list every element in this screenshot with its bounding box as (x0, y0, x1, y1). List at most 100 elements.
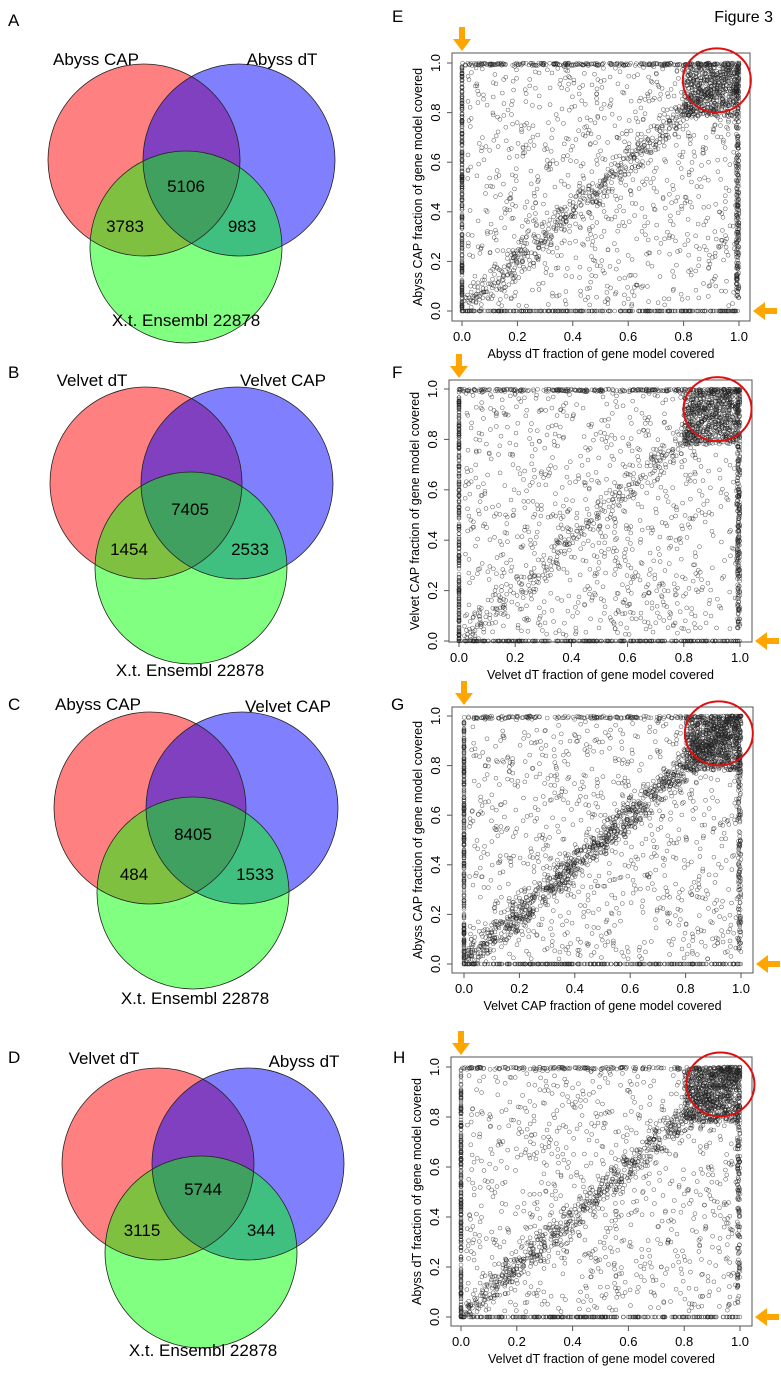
data-point (595, 77, 601, 82)
data-point (496, 301, 501, 306)
data-point (501, 77, 506, 82)
x-tick-label: 0.4 (562, 650, 580, 665)
data-point (734, 186, 740, 192)
data-point (552, 210, 558, 215)
data-point (459, 98, 465, 103)
data-point (683, 101, 688, 107)
data-point (552, 543, 557, 549)
data-point (559, 226, 564, 232)
data-point (723, 86, 728, 92)
data-point (702, 175, 707, 180)
data-point (701, 281, 706, 286)
data-point (603, 184, 608, 190)
panel-label: A (8, 11, 20, 30)
data-point (723, 193, 728, 198)
data-point (722, 157, 728, 162)
data-point (459, 244, 465, 250)
data-point (735, 239, 741, 244)
data-point (692, 154, 697, 159)
data-point (493, 228, 498, 233)
data-point (508, 258, 514, 264)
data-point (459, 260, 465, 265)
data-point (614, 208, 619, 214)
data-point (678, 308, 684, 314)
data-point (459, 203, 465, 209)
data-point (459, 187, 465, 193)
data-point (605, 140, 610, 145)
data-point (580, 62, 585, 68)
data-point (553, 112, 559, 117)
data-point (525, 219, 531, 225)
data-point (459, 157, 465, 163)
data-point (503, 308, 508, 314)
data-point (481, 96, 486, 102)
data-point (609, 180, 614, 185)
data-point (472, 273, 478, 279)
data-point (543, 142, 548, 147)
data-point (655, 300, 661, 305)
data-point (531, 232, 537, 237)
data-point (710, 98, 716, 103)
data-point (733, 97, 739, 102)
data-point (622, 172, 628, 178)
data-point (687, 308, 693, 314)
data-point (459, 279, 465, 285)
data-point (514, 154, 520, 159)
data-point (635, 72, 640, 77)
data-point (459, 237, 465, 243)
data-point (565, 172, 571, 178)
data-point (605, 247, 611, 252)
y-tick-label: 0.0 (428, 302, 443, 320)
data-point (487, 175, 492, 181)
data-point (524, 303, 529, 309)
data-point (727, 162, 733, 167)
data-point (548, 240, 554, 245)
data-point (592, 120, 598, 126)
data-point (633, 63, 638, 68)
data-point (477, 251, 483, 256)
data-point (720, 228, 725, 233)
data-point (472, 308, 477, 314)
data-point (459, 179, 465, 185)
data-point (673, 198, 679, 204)
data-point (618, 308, 623, 314)
data-point (524, 199, 530, 205)
data-point (536, 234, 541, 239)
data-point (483, 191, 488, 196)
data-point (614, 60, 620, 66)
data-point (688, 137, 693, 142)
data-point (570, 143, 575, 149)
data-point (666, 126, 672, 131)
data-point (616, 259, 621, 264)
data-point (483, 286, 489, 291)
data-point (562, 238, 567, 244)
data-point (562, 298, 568, 303)
data-point (547, 217, 553, 223)
data-point (471, 308, 476, 314)
data-point (701, 150, 706, 156)
data-point (493, 308, 498, 314)
data-point (523, 61, 529, 66)
data-point (574, 193, 579, 199)
data-point (631, 476, 636, 482)
data-point (492, 72, 498, 77)
data-point (625, 156, 631, 162)
data-point (535, 132, 540, 138)
venn-outline-3 (94, 471, 288, 665)
data-point (459, 255, 465, 261)
data-point (696, 61, 702, 67)
data-point (510, 121, 515, 127)
data-point (461, 298, 467, 304)
data-point (549, 135, 554, 141)
data-point (700, 308, 705, 314)
data-point (640, 144, 645, 150)
data-point (733, 87, 738, 92)
data-point (736, 146, 741, 151)
data-point (734, 264, 740, 270)
data-point (705, 235, 711, 241)
data-point (702, 244, 707, 249)
data-point (693, 233, 698, 239)
data-point (735, 165, 740, 171)
venn-count-all-three: 5106 (167, 177, 205, 196)
venn-set-3-name: X.t. Ensembl 22878 (112, 311, 260, 330)
